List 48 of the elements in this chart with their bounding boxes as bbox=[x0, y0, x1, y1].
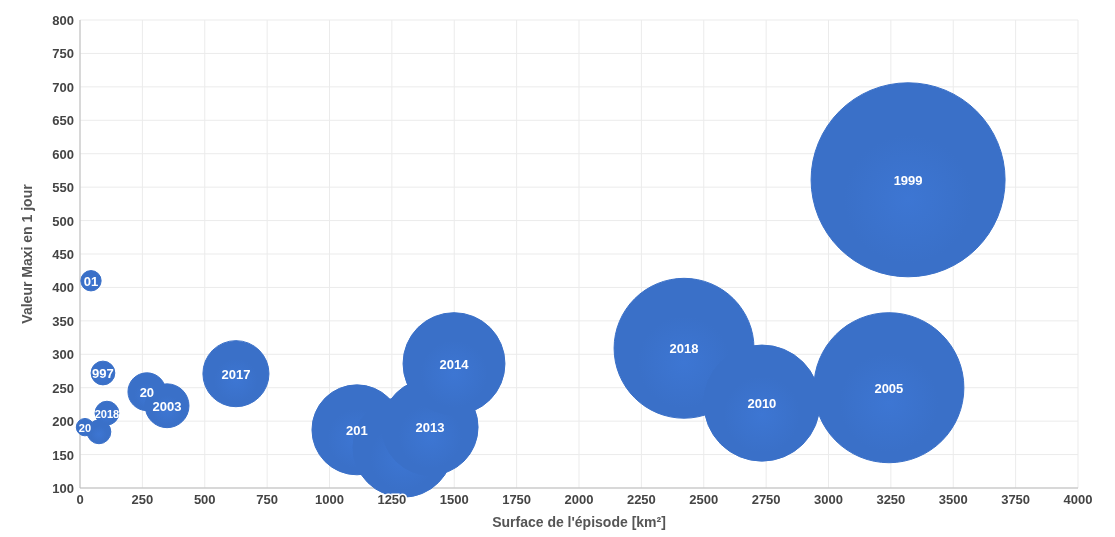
x-tick-label: 1750 bbox=[502, 492, 532, 507]
x-tick-label: 1500 bbox=[439, 492, 469, 507]
x-axis-title: Surface de l'épisode [km²] bbox=[492, 514, 666, 530]
annotation: 2018 bbox=[94, 408, 120, 421]
x-tick-label: 2250 bbox=[626, 492, 656, 507]
y-tick-label: 150 bbox=[52, 447, 74, 463]
annotation: 01 bbox=[83, 273, 99, 289]
y-tick-label: 300 bbox=[52, 347, 74, 363]
annotation: 2017 bbox=[221, 366, 251, 382]
y-tick-label: 350 bbox=[52, 313, 74, 329]
x-tick-label: 500 bbox=[193, 492, 216, 507]
x-tick-label: 750 bbox=[256, 492, 278, 507]
y-axis-title: Valeur Maxi en 1 jour bbox=[19, 183, 35, 324]
y-tick-label: 100 bbox=[52, 481, 74, 496]
annotation: 2010 bbox=[747, 396, 777, 412]
x-tick-label: 3250 bbox=[876, 492, 906, 507]
annotation: 2003 bbox=[152, 398, 182, 414]
x-tick-label: 4000 bbox=[1063, 492, 1093, 507]
x-tick-label: 3750 bbox=[1001, 492, 1031, 507]
x-tick-label: 250 bbox=[131, 492, 154, 507]
annotation: 20 bbox=[78, 422, 92, 435]
annotation: 2013 bbox=[415, 420, 445, 436]
y-tick-label: 200 bbox=[52, 414, 74, 430]
annotation: 201 bbox=[346, 422, 368, 438]
x-tick-label: 3000 bbox=[814, 492, 843, 507]
y-tick-label: 800 bbox=[52, 13, 74, 28]
annotation: 1999 bbox=[893, 172, 923, 188]
x-tick-label: 1000 bbox=[315, 492, 344, 507]
y-tick-label: 600 bbox=[52, 146, 74, 162]
x-tick-label: 1250 bbox=[377, 492, 407, 507]
annotation: 2005 bbox=[874, 380, 904, 396]
x-tick-label: 2750 bbox=[751, 492, 781, 507]
annotation: 20 bbox=[139, 384, 155, 400]
y-tick-label: 450 bbox=[52, 247, 74, 262]
y-tick-label: 250 bbox=[52, 380, 74, 396]
y-tick-label: 500 bbox=[52, 213, 74, 229]
x-tick-label: 0 bbox=[76, 492, 84, 507]
annotation: 2014 bbox=[439, 356, 470, 372]
x-tick-label: 2500 bbox=[689, 492, 719, 507]
y-tick-label: 750 bbox=[52, 46, 74, 62]
y-tick-label: 650 bbox=[52, 113, 74, 129]
annotation: 2018 bbox=[669, 341, 699, 357]
x-tick-label: 2000 bbox=[564, 492, 594, 507]
y-tick-label: 700 bbox=[52, 79, 74, 95]
x-tick-label: 3500 bbox=[938, 492, 968, 507]
annotation: 997 bbox=[92, 366, 114, 382]
y-tick-label: 400 bbox=[52, 280, 74, 296]
y-tick-label: 550 bbox=[52, 180, 74, 196]
